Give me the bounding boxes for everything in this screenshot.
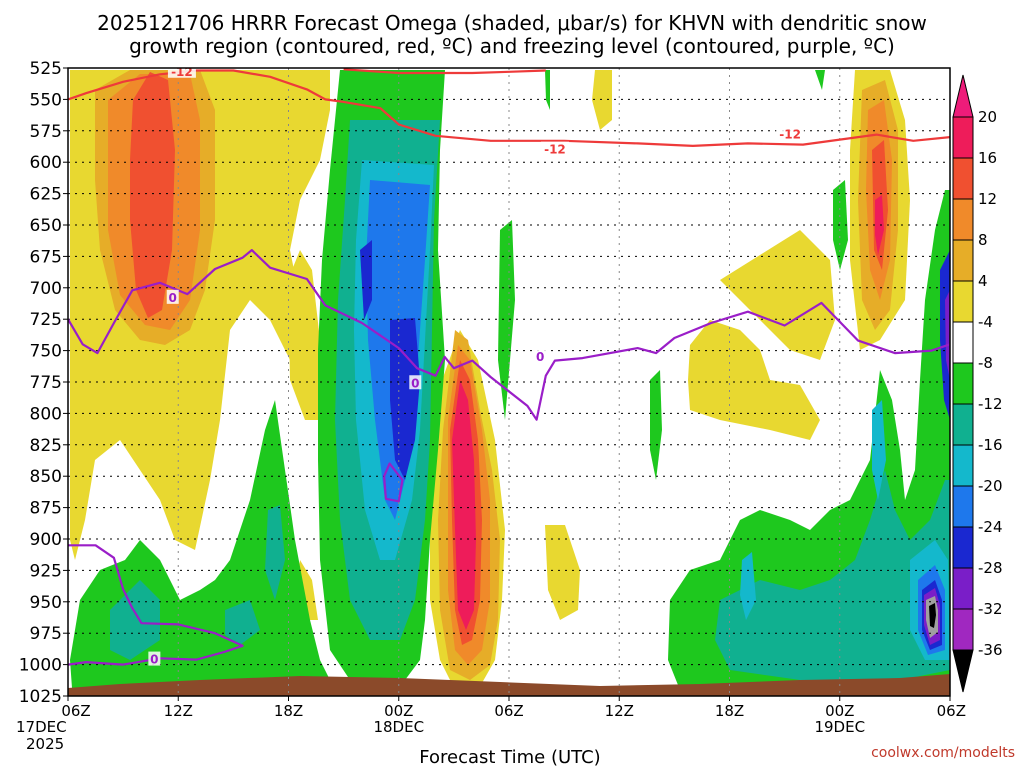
colorbar-box <box>952 567 974 610</box>
y-tick-label: 925 <box>30 561 62 581</box>
y-tick-label: 775 <box>30 373 62 393</box>
colorbar-box <box>952 403 974 446</box>
y-tick-label: 975 <box>30 624 62 644</box>
x-axis-label: Forecast Time (UTC) <box>419 747 600 768</box>
colorbar-level-label: -12 <box>978 395 1003 413</box>
contour-label: 0 <box>411 376 419 390</box>
colorbar-level-label: 8 <box>978 231 988 249</box>
colorbar-box <box>952 321 974 364</box>
credit-text: coolwx.com/modelts <box>871 745 1015 761</box>
colorbar-level-label: 4 <box>978 272 988 290</box>
y-tick-label: 650 <box>30 216 62 236</box>
contour-label-bg <box>540 141 569 156</box>
colorbar-level-label: 20 <box>978 108 997 126</box>
contour-freezing-level-pocket <box>383 462 404 503</box>
contour-label-bg <box>409 375 422 390</box>
colorbar-box <box>952 280 974 323</box>
y-tick-label: 875 <box>30 499 62 519</box>
y-tick-label: 750 <box>30 342 62 362</box>
x-tick-label: 00Z <box>825 702 854 720</box>
x-tick-label: 12Z <box>605 702 634 720</box>
chart-title-line1: 2025121706 HRRR Forecast Omega (shaded, … <box>97 11 927 35</box>
contour-label-bg <box>166 289 179 304</box>
y-tick-label: 800 <box>30 404 62 424</box>
x-tick-label: 18Z <box>715 702 744 720</box>
colorbar-box <box>952 198 974 241</box>
x-tick-date: 19DEC <box>814 718 865 736</box>
contour-label-bg <box>148 651 161 666</box>
colorbar-box <box>952 485 974 528</box>
x-tick-date: 17DEC <box>16 718 67 736</box>
colorbar-level-label: 12 <box>978 190 997 208</box>
colorbar-box <box>952 116 974 159</box>
contour-label: -12 <box>171 65 193 79</box>
y-tick-label: 1025 <box>19 687 62 707</box>
colorbar-level-label: -36 <box>978 641 1003 659</box>
contour-label-bg <box>167 68 196 78</box>
colorbar-box <box>952 444 974 487</box>
contour-label: 0 <box>150 653 158 667</box>
contour-label: 0 <box>536 350 544 364</box>
y-tick-label: 675 <box>30 247 62 267</box>
colorbar-box <box>952 157 974 200</box>
x-tick-year: 2025 <box>26 735 64 753</box>
contour-freezing-level-low <box>68 544 244 666</box>
colorbar-level-label: -24 <box>978 518 1003 536</box>
x-tick-label: 12Z <box>164 702 193 720</box>
colorbar-box <box>952 239 974 282</box>
colorbar-level-label: -16 <box>978 436 1003 454</box>
contour-label: -12 <box>544 143 566 157</box>
chart-title-line2: growth region (contoured, red, ºC) and f… <box>129 34 895 58</box>
x-tick-label: 06Z <box>494 702 523 720</box>
x-tick-label: 06Z <box>937 702 966 720</box>
y-tick-label: 625 <box>30 185 62 205</box>
colorbar-level-label: -28 <box>978 559 1003 577</box>
contour-label: -12 <box>779 128 801 142</box>
contour-freezing-level <box>68 249 950 421</box>
colorbar-top-arrow <box>952 74 974 118</box>
x-tick-label: 06Z <box>61 702 90 720</box>
colorbar-level-label: -20 <box>978 477 1003 495</box>
x-tick-date: 18DEC <box>373 718 424 736</box>
y-tick-label: 1000 <box>19 656 62 676</box>
colorbar-level-label: -4 <box>978 313 993 331</box>
y-tick-label: 900 <box>30 530 62 550</box>
colorbar-box <box>952 608 974 651</box>
y-tick-label: 850 <box>30 467 62 487</box>
contour-label-bg <box>534 348 547 363</box>
colorbar-box <box>952 362 974 405</box>
y-tick-label: 550 <box>30 90 62 110</box>
colorbar-bottom-arrow <box>952 649 974 693</box>
contour-dgz-lower <box>343 68 546 75</box>
colorbar-level-label: 16 <box>978 149 997 167</box>
colorbar-level-label: -8 <box>978 354 993 372</box>
omega-shading <box>68 70 950 696</box>
y-tick-label: 575 <box>30 122 62 142</box>
contour-lines: -12 -12 -12 0 0 0 0 <box>68 65 950 667</box>
contour-label-bg <box>776 126 805 141</box>
y-tick-label: 950 <box>30 593 62 613</box>
y-tick-label: 525 <box>30 59 62 79</box>
y-axis-ticks: 525 550 575 600 625 650 675 700 725 750 775 800 825 8… <box>19 59 68 707</box>
y-tick-label: 825 <box>30 436 62 456</box>
x-tick-label: 00Z <box>384 702 413 720</box>
colorbar: 20 16 12 8 4 -4 -8 -12 -16 -20 -24 -28 -32 -36 <box>952 74 1003 693</box>
contour-label: 0 <box>169 291 177 305</box>
y-tick-label: 700 <box>30 279 62 299</box>
y-tick-label: 725 <box>30 310 62 330</box>
colorbar-level-label: -32 <box>978 600 1003 618</box>
x-tick-label: 18Z <box>274 702 303 720</box>
colorbar-box <box>952 526 974 569</box>
y-tick-label: 600 <box>30 153 62 173</box>
